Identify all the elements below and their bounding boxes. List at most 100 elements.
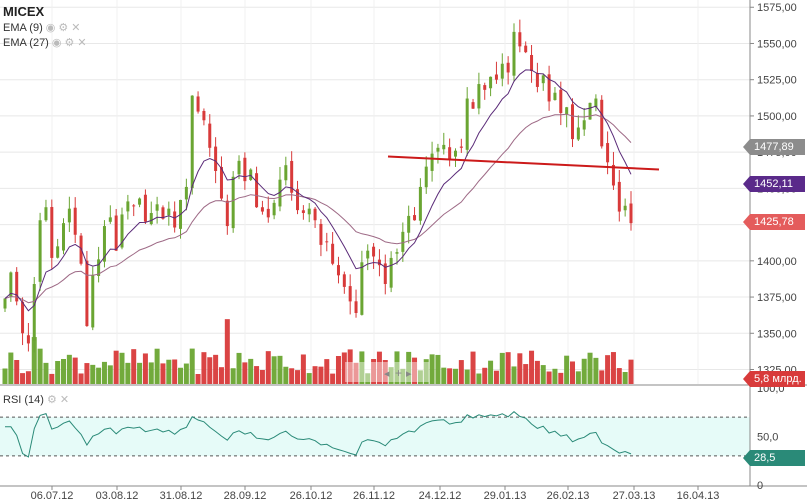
candle-body bbox=[506, 62, 510, 73]
candle-body bbox=[21, 301, 25, 334]
y-tick-label: 1575,00 bbox=[757, 2, 797, 14]
candle-body bbox=[377, 259, 381, 266]
gear-icon[interactable]: ⚙ bbox=[58, 22, 69, 34]
close-icon[interactable]: ✕ bbox=[59, 394, 70, 406]
volume-bar bbox=[394, 351, 400, 384]
volume-bar bbox=[271, 356, 277, 384]
volume-bar bbox=[125, 362, 131, 384]
candle-body bbox=[582, 120, 586, 130]
rsi-value-label: 28,5 bbox=[743, 450, 805, 466]
volume-bar bbox=[131, 349, 137, 384]
candle-body bbox=[67, 208, 71, 223]
y-tick-label: 1350,00 bbox=[757, 328, 797, 340]
candle-body bbox=[278, 179, 282, 207]
eye-icon[interactable]: ◉ bbox=[45, 22, 56, 34]
candle-body bbox=[208, 123, 212, 148]
candle-body bbox=[594, 98, 598, 107]
price-label-ema-slow: 1477,89 bbox=[743, 139, 805, 155]
volume-bar bbox=[242, 362, 248, 384]
volume-bar bbox=[505, 352, 511, 384]
price-grid bbox=[0, 0, 750, 384]
candle-body bbox=[459, 146, 463, 148]
volume-bar bbox=[341, 352, 347, 384]
volume-bar bbox=[2, 368, 8, 384]
volume-bar bbox=[84, 363, 90, 384]
candle-body bbox=[79, 235, 83, 264]
candle-body bbox=[483, 85, 487, 90]
candle-body bbox=[535, 72, 539, 87]
candle-body bbox=[260, 207, 264, 212]
candle-body bbox=[629, 203, 633, 224]
volume-bar bbox=[66, 354, 72, 384]
volume-bar bbox=[353, 362, 359, 384]
candle-body bbox=[296, 189, 300, 211]
volume-bar bbox=[534, 360, 540, 384]
y-tick-label: 1525,00 bbox=[757, 75, 797, 87]
x-tick-label: 24.12.12 bbox=[419, 490, 462, 502]
volume-bar bbox=[8, 352, 14, 384]
candle-body bbox=[547, 74, 551, 102]
close-icon[interactable]: ✕ bbox=[71, 22, 81, 34]
gear-icon[interactable]: ⚙ bbox=[46, 394, 57, 406]
volume-bar bbox=[201, 352, 207, 384]
volume-bar bbox=[218, 367, 224, 384]
volume-bar bbox=[300, 354, 306, 384]
candle-body bbox=[448, 147, 452, 160]
volume-bar bbox=[330, 373, 336, 384]
y-tick-label: 1400,00 bbox=[757, 256, 797, 268]
volume-bar bbox=[154, 348, 160, 384]
volume-bar bbox=[476, 373, 482, 384]
rsi-tick-label: 0 bbox=[757, 480, 763, 492]
candle-body bbox=[231, 176, 235, 229]
candle-body bbox=[155, 204, 159, 211]
gear-icon[interactable]: ⚙ bbox=[64, 37, 75, 49]
volume-bar bbox=[295, 370, 301, 384]
candle-body bbox=[249, 169, 253, 180]
rsi-grid bbox=[0, 416, 750, 457]
rsi-line bbox=[5, 411, 632, 458]
candle-body bbox=[518, 32, 522, 47]
ema-fast-label: EMA (9) bbox=[3, 21, 43, 34]
candle-body bbox=[108, 217, 112, 222]
candle-body bbox=[56, 246, 60, 258]
volume-bar bbox=[31, 337, 37, 384]
svg-text:+: + bbox=[395, 366, 402, 380]
volume-bar bbox=[517, 353, 523, 384]
trendline[interactable] bbox=[387, 155, 660, 171]
volume-bar bbox=[359, 351, 365, 384]
candle-body bbox=[395, 252, 399, 254]
volume-bar bbox=[49, 373, 55, 384]
volume-bar bbox=[529, 350, 535, 384]
candle-body bbox=[138, 198, 142, 205]
x-tick-label: 26.10.12 bbox=[290, 490, 333, 502]
eye-icon[interactable]: ◉ bbox=[51, 37, 62, 49]
volume-bar bbox=[523, 364, 529, 384]
price-label-last: 1425,78 bbox=[743, 214, 805, 230]
candle-body bbox=[600, 99, 604, 147]
volume-bar bbox=[388, 367, 394, 384]
volume-bar bbox=[61, 358, 67, 384]
candle-body bbox=[606, 143, 610, 163]
candle-body bbox=[284, 165, 288, 181]
volume-bar bbox=[622, 372, 628, 384]
ema-slow-label: EMA (27) bbox=[3, 36, 49, 49]
volume-scroller[interactable]: ◂ + ▸ bbox=[345, 362, 429, 382]
volume-bar bbox=[119, 352, 125, 384]
volume-bar bbox=[236, 352, 242, 384]
candle-body bbox=[413, 215, 417, 221]
candle-body bbox=[91, 275, 95, 328]
close-icon[interactable]: ✕ bbox=[77, 37, 87, 49]
candle-body bbox=[500, 63, 504, 79]
candle-body bbox=[219, 166, 223, 199]
candle-body bbox=[512, 31, 516, 76]
volume-bar bbox=[400, 368, 406, 384]
volume-bar bbox=[160, 363, 166, 384]
candle-body bbox=[453, 150, 457, 157]
rsi-tick-label: 50,0 bbox=[757, 432, 778, 444]
candle-body bbox=[336, 265, 340, 276]
svg-text:▸: ▸ bbox=[406, 368, 412, 380]
y-tick-label: 1550,00 bbox=[757, 38, 797, 50]
candle-body bbox=[430, 153, 434, 171]
volume-bar bbox=[277, 355, 283, 384]
candles[interactable] bbox=[3, 19, 633, 353]
